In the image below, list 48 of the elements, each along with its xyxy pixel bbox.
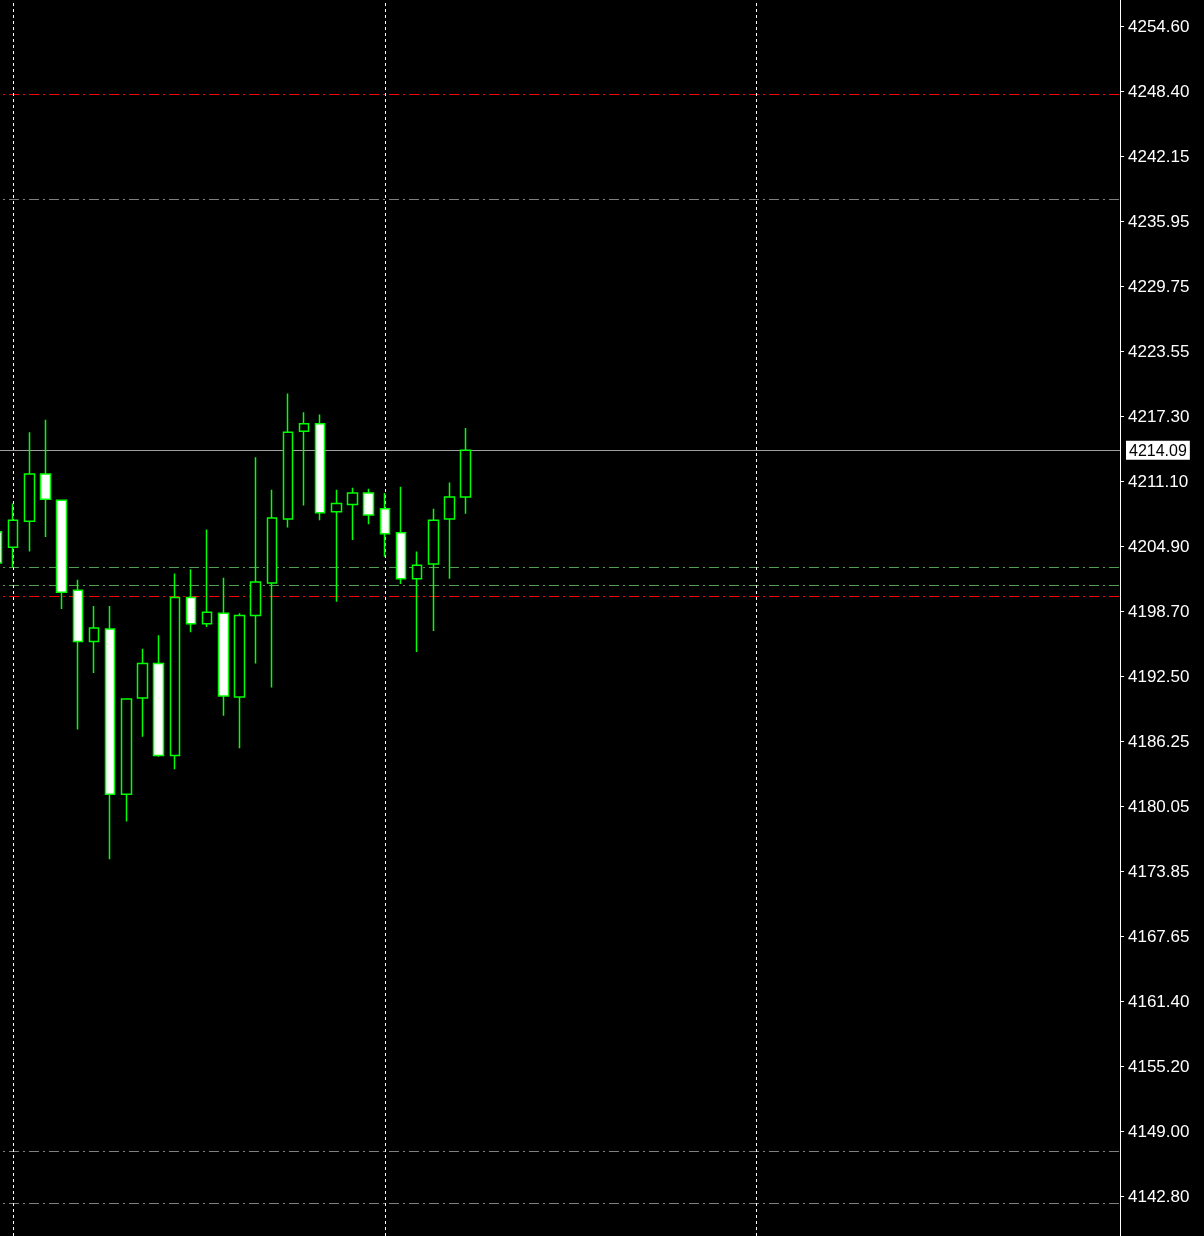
candlestick: [427, 507, 440, 632]
y-tick-label: 4248.40: [1128, 81, 1190, 101]
candlestick: [298, 411, 310, 507]
y-tick-label: 4211.10: [1128, 471, 1189, 491]
candlestick: [346, 486, 359, 541]
y-tick-label: 4254.60: [1128, 16, 1190, 36]
candlestick: [395, 485, 407, 585]
candlestick: [152, 634, 165, 758]
candlestick: [249, 456, 262, 665]
candlestick: [88, 605, 100, 674]
y-tick-label: 4192.50: [1128, 666, 1190, 686]
y-tick-label: 4180.05: [1128, 796, 1190, 816]
candlestick: [201, 528, 213, 628]
y-tick-label: 4235.95: [1128, 211, 1190, 231]
y-tick-label: 4217.30: [1128, 407, 1190, 427]
candlestick: [362, 488, 375, 526]
candlestick: [55, 499, 68, 610]
y-tick-label: 4173.85: [1128, 861, 1190, 881]
candlestick: [120, 698, 133, 823]
candlestick: [443, 481, 456, 580]
y-tick-label: 4223.55: [1128, 341, 1190, 361]
candlestick: [217, 576, 230, 717]
candlestick: [104, 605, 116, 860]
candlestick: [169, 572, 181, 770]
y-tick-label: 4204.90: [1128, 536, 1190, 556]
candlestick: [7, 502, 19, 568]
candlestick: [411, 550, 423, 653]
candlestick: [72, 579, 84, 731]
y-tick-label: 4167.65: [1128, 926, 1190, 946]
y-tick-label: 4155.20: [1128, 1056, 1190, 1076]
candlestick: [282, 392, 294, 529]
candlestick: [23, 431, 36, 553]
candlestick: [459, 427, 472, 515]
y-tick-label: 4149.00: [1128, 1121, 1190, 1141]
candlestick: [330, 489, 343, 603]
candlestick: [314, 413, 326, 521]
candlestick: [185, 568, 197, 633]
candlestick: [266, 489, 278, 689]
candlestick: [233, 612, 246, 750]
y-tick-label: 4161.40: [1128, 992, 1190, 1012]
candlestick: [39, 418, 52, 538]
ref-line-label: 4214.09: [1129, 441, 1187, 459]
y-tick-label: 4142.80: [1128, 1186, 1190, 1206]
candlestick: [136, 648, 149, 738]
y-tick-label: 4229.75: [1128, 276, 1190, 296]
y-tick-label: 4242.15: [1128, 146, 1190, 166]
y-tick-label: 4186.25: [1128, 732, 1190, 751]
y-tick-label: 4198.70: [1128, 601, 1190, 621]
